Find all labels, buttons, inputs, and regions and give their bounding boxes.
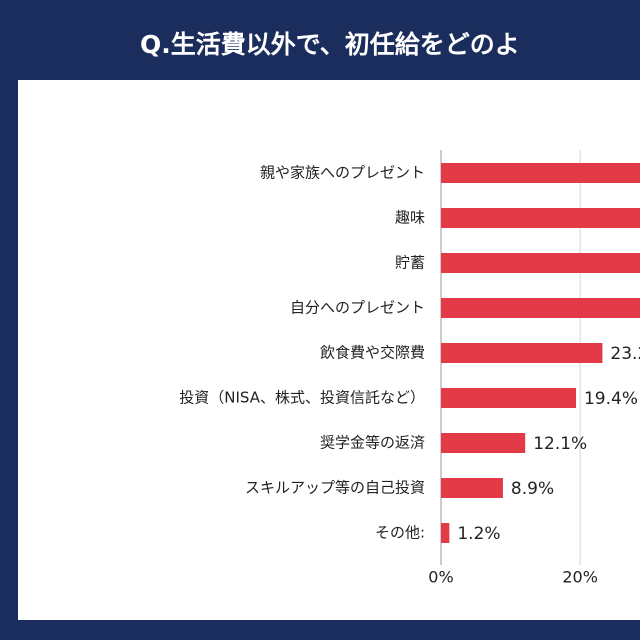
x-tick-label: 0% [428, 568, 453, 587]
bar [441, 388, 576, 408]
value-label: 8.9% [511, 479, 554, 499]
category-label: スキルアップ等の自己投資 [245, 479, 425, 497]
bar [441, 208, 640, 228]
bar [441, 343, 603, 363]
bar [441, 523, 450, 543]
bar [441, 298, 640, 318]
bar [441, 433, 526, 453]
value-label: 1.2% [457, 524, 500, 544]
category-label: 投資（NISA、株式、投資信託など） [179, 389, 425, 407]
x-tick-label: 20% [562, 568, 598, 587]
value-label: 12.1% [533, 434, 587, 454]
value-label: 23.2% [610, 344, 640, 364]
chart-title: Q.生活費以外で、初任給をどのよ [140, 30, 520, 59]
bar [441, 163, 640, 183]
category-label: その他: [375, 524, 425, 542]
bar [441, 253, 640, 273]
category-label: 飲食費や交際費 [320, 344, 425, 362]
category-label: 趣味 [395, 209, 425, 227]
value-label: 19.4% [584, 389, 638, 409]
category-label: 奨学金等の返済 [320, 434, 425, 452]
category-label: 貯蓄 [395, 254, 425, 272]
category-label: 自分へのプレゼント [290, 299, 425, 317]
bar [441, 478, 503, 498]
category-label: 親や家族へのプレゼント [260, 164, 425, 182]
